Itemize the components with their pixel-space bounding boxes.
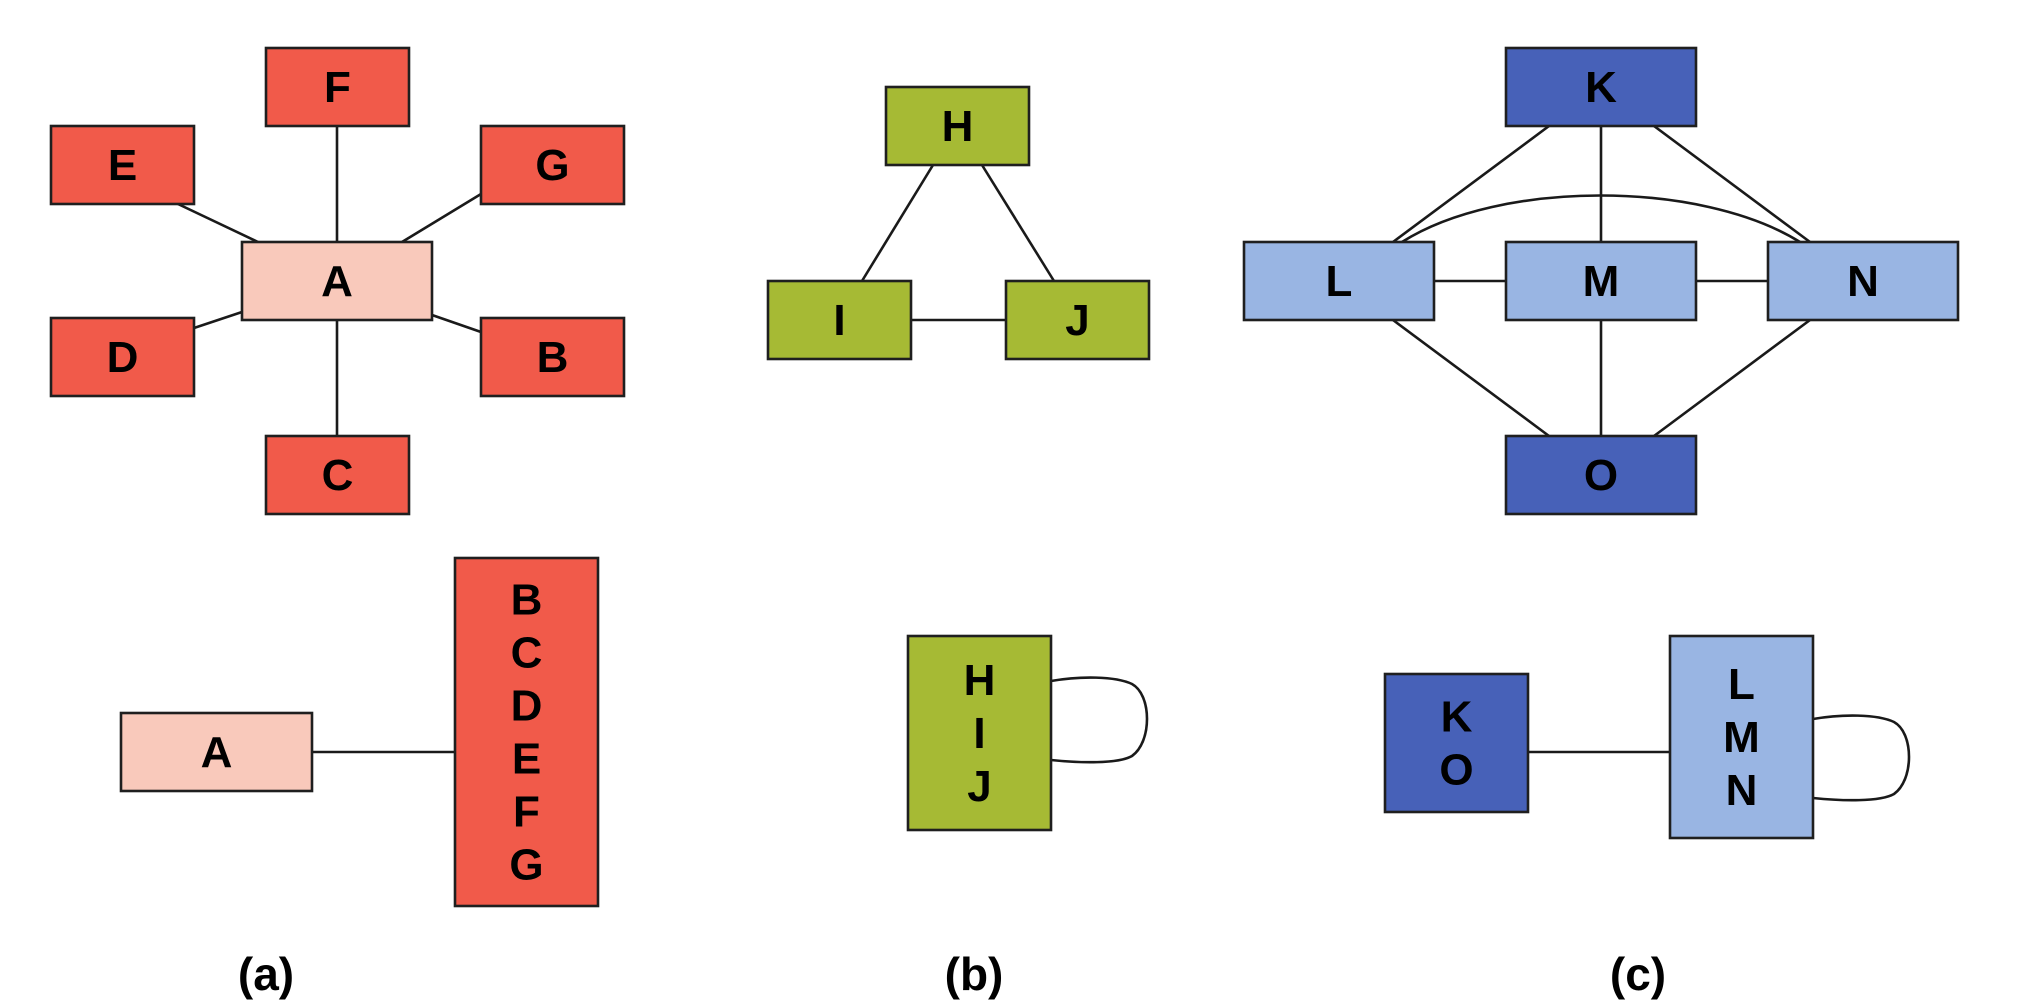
node-label: G bbox=[535, 141, 569, 190]
edge-n-o bbox=[1653, 318, 1811, 438]
node-label: C bbox=[322, 451, 354, 500]
node-label: A bbox=[321, 257, 353, 306]
node-m: M bbox=[1504, 240, 1698, 322]
node-a: A bbox=[119, 711, 314, 793]
node-h: H bbox=[884, 85, 1031, 167]
node-c: C bbox=[264, 434, 411, 516]
edge-k-l bbox=[1392, 124, 1550, 244]
node-box bbox=[240, 240, 434, 322]
node-box bbox=[906, 634, 1053, 832]
node-g: G bbox=[479, 124, 626, 206]
edge-a-d bbox=[193, 310, 243, 330]
node-label: I bbox=[973, 709, 985, 758]
node-label: B bbox=[511, 576, 543, 625]
node-f: F bbox=[264, 46, 411, 128]
node-l: L bbox=[1242, 240, 1436, 322]
edge-l-o bbox=[1392, 318, 1550, 438]
edge-a-g bbox=[401, 192, 482, 244]
node-label: H bbox=[942, 102, 974, 151]
node-label: J bbox=[967, 762, 991, 811]
node-label: D bbox=[107, 333, 139, 382]
node-label: G bbox=[509, 841, 543, 890]
node-box bbox=[479, 124, 626, 206]
edge-k-n bbox=[1653, 124, 1811, 244]
node-ko: KO bbox=[1383, 672, 1530, 814]
caption-b: (b) bbox=[945, 948, 1004, 1000]
node-box bbox=[1504, 240, 1698, 322]
node-label: N bbox=[1847, 257, 1879, 306]
node-box bbox=[1766, 240, 1960, 322]
node-label: H bbox=[964, 656, 996, 705]
node-box bbox=[1668, 634, 1815, 840]
node-label: J bbox=[1065, 296, 1089, 345]
node-label: O bbox=[1439, 746, 1473, 795]
node-box bbox=[766, 279, 913, 361]
node-d: D bbox=[49, 316, 196, 398]
node-box bbox=[49, 124, 196, 206]
edges-layer bbox=[177, 124, 1911, 802]
caption-a: (a) bbox=[238, 948, 294, 1000]
node-label: E bbox=[512, 735, 541, 784]
node-box bbox=[119, 711, 314, 793]
node-label: A bbox=[201, 728, 233, 777]
self-loop-lmn bbox=[1812, 714, 1911, 802]
node-k: K bbox=[1504, 46, 1698, 128]
node-label: B bbox=[537, 333, 569, 382]
node-label: M bbox=[1583, 257, 1620, 306]
node-lmn: LMN bbox=[1668, 634, 1815, 840]
node-label: F bbox=[513, 788, 540, 837]
edge-h-i bbox=[860, 164, 935, 282]
node-label: N bbox=[1726, 766, 1758, 815]
node-label: F bbox=[324, 63, 351, 112]
node-label: I bbox=[833, 296, 845, 345]
edge-a-b bbox=[431, 313, 482, 334]
node-b: B bbox=[479, 316, 626, 398]
node-hij: HIJ bbox=[906, 634, 1053, 832]
node-a: A bbox=[240, 240, 434, 322]
node-o: O bbox=[1504, 434, 1698, 516]
node-label: C bbox=[511, 629, 543, 678]
node-box bbox=[884, 85, 1031, 167]
node-label: L bbox=[1728, 660, 1755, 709]
node-box bbox=[1383, 672, 1530, 814]
node-label: D bbox=[511, 682, 543, 731]
node-j: J bbox=[1004, 279, 1151, 361]
edge-a-e bbox=[177, 202, 259, 244]
self-loop-hij bbox=[1050, 676, 1149, 764]
node-box bbox=[264, 434, 411, 516]
node-label: K bbox=[1441, 693, 1473, 742]
node-label: E bbox=[108, 141, 137, 190]
caption-c: (c) bbox=[1610, 948, 1666, 1000]
edge-h-j bbox=[980, 164, 1056, 282]
node-n: N bbox=[1766, 240, 1960, 322]
node-box bbox=[453, 556, 600, 908]
node-label: O bbox=[1584, 451, 1618, 500]
node-box bbox=[264, 46, 411, 128]
node-box bbox=[1504, 434, 1698, 516]
node-label: L bbox=[1326, 257, 1353, 306]
node-box bbox=[1504, 46, 1698, 128]
node-box bbox=[1004, 279, 1151, 361]
node-e: E bbox=[49, 124, 196, 206]
node-label: K bbox=[1585, 63, 1617, 112]
node-box bbox=[1242, 240, 1436, 322]
node-label: M bbox=[1723, 713, 1760, 762]
edge-l-n bbox=[1401, 194, 1801, 244]
node-box bbox=[479, 316, 626, 398]
node-i: I bbox=[766, 279, 913, 361]
node-box bbox=[49, 316, 196, 398]
